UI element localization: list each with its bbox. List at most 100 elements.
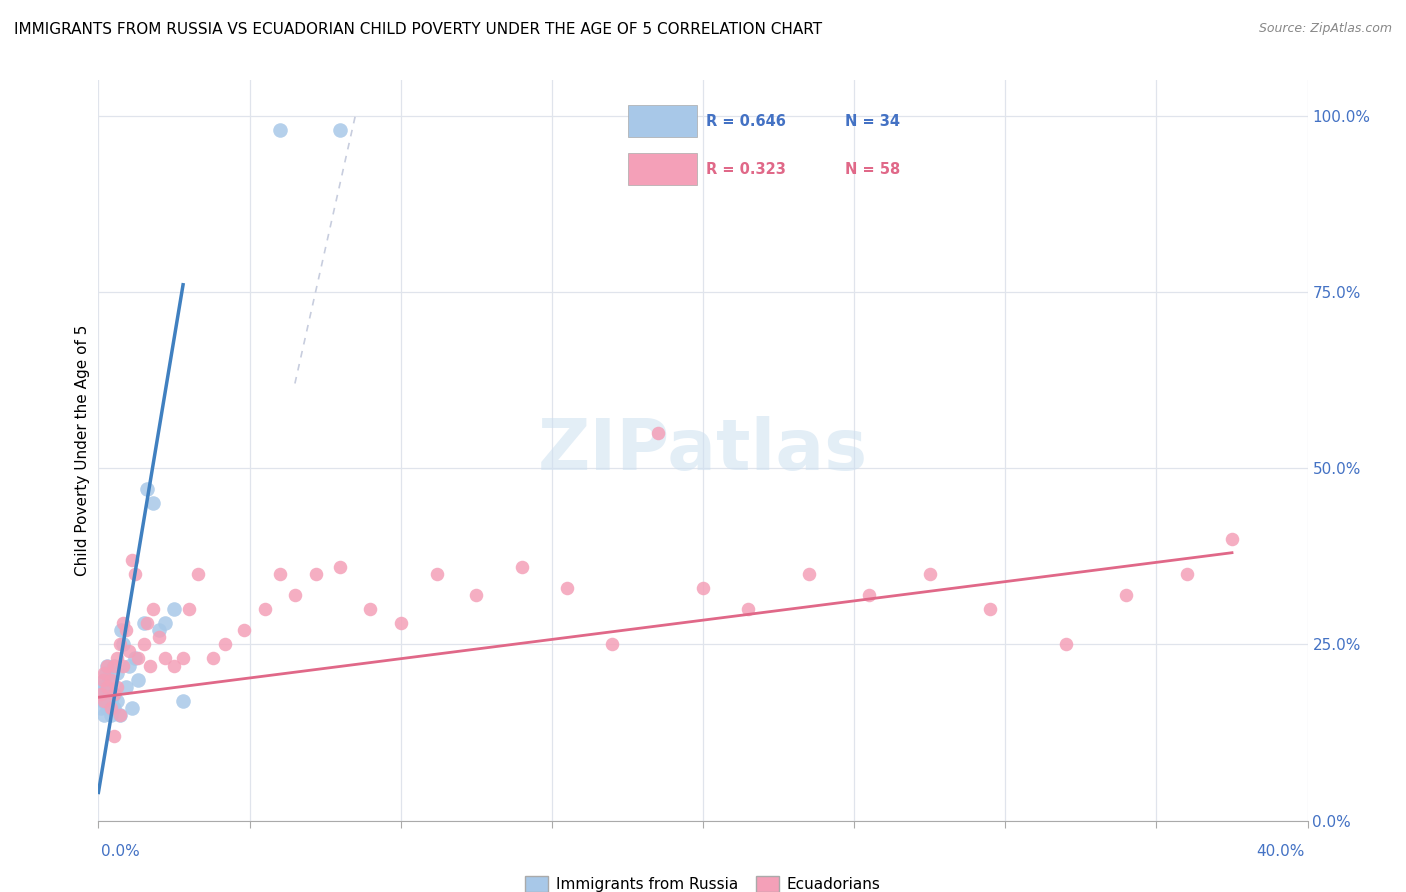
Point [127,673,149,687]
Point [153,651,176,665]
Point [100,694,122,708]
Point [139,658,162,673]
Point [91,694,114,708]
Point [93,665,115,680]
Point [172,651,194,665]
Point [90,701,112,715]
Point [111,637,134,651]
Point [96,658,118,673]
Point [110,624,132,638]
Point [108,707,131,722]
Point [148,624,170,638]
Point [426,566,449,581]
Point [127,651,149,665]
Point [111,658,134,673]
Point [214,637,236,651]
Y-axis label: Child Poverty Under the Age of 5: Child Poverty Under the Age of 5 [75,325,90,576]
Point [172,694,194,708]
Point [100,673,122,687]
Point [187,566,209,581]
Point [1220,532,1243,546]
Point [118,644,141,658]
Point [91,673,114,687]
Point [103,729,125,743]
Point [305,566,328,581]
Point [103,658,125,673]
Point [91,680,114,694]
Point [142,602,165,616]
Point [90,687,112,701]
Point [94,680,117,694]
Point [94,665,117,680]
Point [284,588,307,602]
Point [96,658,118,673]
Point [103,701,125,715]
Point [90,687,112,701]
Point [100,701,122,715]
Point [135,616,157,631]
Point [142,496,165,510]
Point [163,602,186,616]
Point [1175,566,1198,581]
Point [114,680,136,694]
Point [360,602,382,616]
Point [103,687,125,701]
Point [105,694,128,708]
Point [121,553,143,567]
Point [132,637,155,651]
Point [103,687,125,701]
Point [389,616,412,631]
Point [979,602,1001,616]
Text: 0.0%: 0.0% [101,845,141,859]
Point [858,588,880,602]
Point [202,651,225,665]
Point [510,559,533,574]
Legend: Immigrants from Russia, Ecuadorians: Immigrants from Russia, Ecuadorians [519,870,887,892]
Point [555,581,578,595]
Point [918,566,941,581]
Point [118,658,141,673]
Point [108,707,131,722]
Point [103,658,125,673]
Point [96,701,118,715]
Point [97,687,120,701]
Point [163,658,186,673]
Point [269,122,291,136]
Point [124,651,146,665]
Point [105,665,128,680]
Point [135,482,157,496]
Point [232,624,254,638]
Point [108,637,131,651]
Point [111,616,134,631]
Text: Source: ZipAtlas.com: Source: ZipAtlas.com [1258,22,1392,36]
Point [1115,588,1137,602]
Point [153,616,176,631]
Point [105,680,128,694]
Point [100,707,122,722]
Text: IMMIGRANTS FROM RUSSIA VS ECUADORIAN CHILD POVERTY UNDER THE AGE OF 5 CORRELATIO: IMMIGRANTS FROM RUSSIA VS ECUADORIAN CHI… [14,22,823,37]
Text: ZIPatlas: ZIPatlas [538,416,868,485]
Point [602,637,624,651]
Point [114,624,136,638]
Point [105,651,128,665]
Point [737,602,759,616]
Point [93,673,115,687]
Point [124,566,146,581]
Point [797,566,820,581]
Point [692,581,714,595]
Point [647,425,669,440]
Point [121,701,143,715]
Point [1054,637,1077,651]
Point [93,694,115,708]
Point [465,588,488,602]
Point [269,566,291,581]
Text: 40.0%: 40.0% [1257,845,1305,859]
Point [329,122,352,136]
Point [100,673,122,687]
Point [148,630,170,644]
Point [179,602,201,616]
Point [253,602,276,616]
Point [132,616,155,631]
Point [96,680,118,694]
Point [329,559,352,574]
